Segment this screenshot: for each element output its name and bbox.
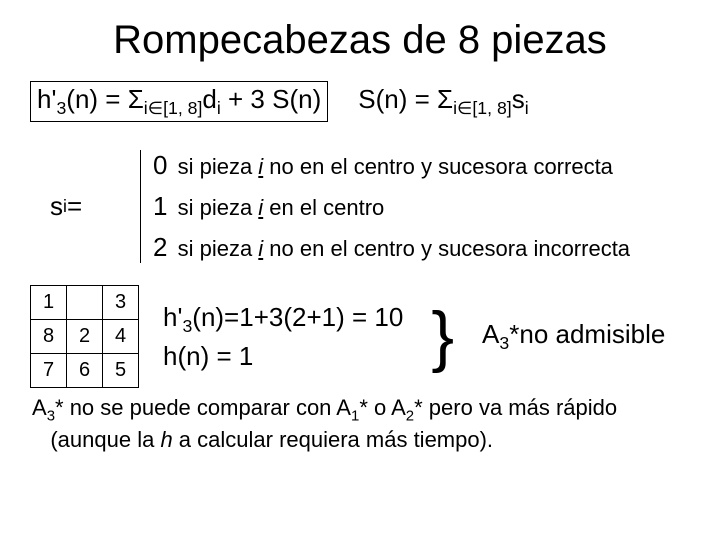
cases-block: si= 0 si pieza i no en el centro y suces… (30, 150, 690, 263)
cell-0-0: 1 (31, 286, 67, 320)
footnote: A3* no se puede comparar con A1* o A2* p… (30, 394, 690, 454)
admissible-text: A3*no admisible (482, 319, 665, 354)
case-1-num: 1 (153, 191, 167, 221)
cell-0-1 (67, 286, 103, 320)
slide-title: Rompecabezas de 8 piezas (30, 18, 690, 63)
case-2-num: 2 (153, 232, 167, 262)
eq-h3: h'3(n)=1+3(2+1) = 10 (163, 300, 403, 339)
cell-1-2: 4 (103, 320, 139, 354)
case-0-num: 0 (153, 150, 167, 180)
cell-2-2: 5 (103, 354, 139, 388)
puzzle-grid: 1 3 8 2 4 7 6 5 (30, 285, 139, 388)
bottom-row: 1 3 8 2 4 7 6 5 h'3(n)=1+3(2+1) = 10 h(n… (30, 285, 690, 388)
cell-2-0: 7 (31, 354, 67, 388)
si-label: si= (30, 150, 140, 263)
case-0: 0 si pieza i no en el centro y sucesora … (153, 150, 630, 181)
cell-1-1: 2 (67, 320, 103, 354)
case-2: 2 si pieza i no en el centro y sucesora … (153, 232, 630, 263)
cell-0-2: 3 (103, 286, 139, 320)
eq-hn: h(n) = 1 (163, 339, 403, 374)
case-1: 1 si pieza i en el centro (153, 191, 630, 222)
cell-2-1: 6 (67, 354, 103, 388)
equations: h'3(n)=1+3(2+1) = 10 h(n) = 1 (163, 300, 403, 374)
h3-formula-box: h'3(n) = Σi∈[1, 8]di + 3 S(n) (30, 81, 328, 122)
cell-1-0: 8 (31, 320, 67, 354)
brace: } (427, 309, 458, 363)
cases-list: 0 si pieza i no en el centro y sucesora … (140, 150, 630, 263)
formula-row: h'3(n) = Σi∈[1, 8]di + 3 S(n) S(n) = Σi∈… (30, 81, 690, 122)
sn-formula: S(n) = Σi∈[1, 8]si (358, 84, 528, 119)
